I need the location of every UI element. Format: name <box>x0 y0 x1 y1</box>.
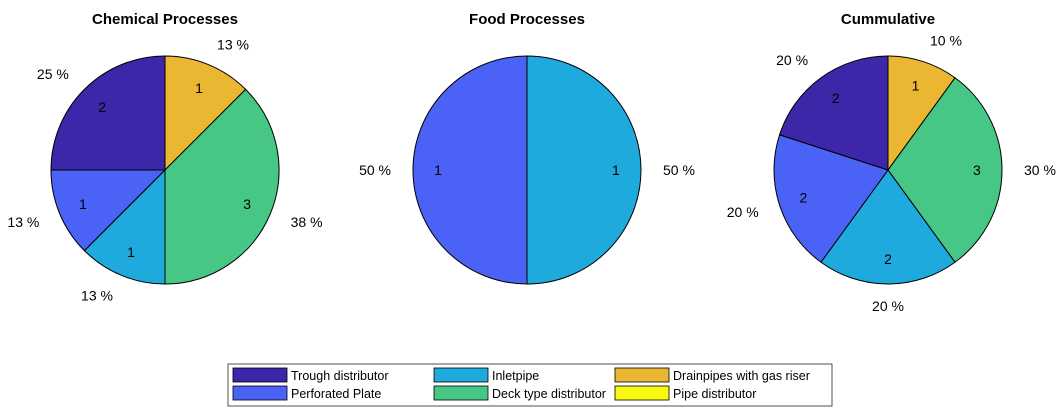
pie-slice-perforated-plate <box>50 169 167 252</box>
slice-count-label: 1 <box>79 196 87 212</box>
slice-percent-label: 20 % <box>872 298 904 314</box>
pie-slice-trough-distributor <box>778 55 889 171</box>
slice-percent-label: 38 % <box>291 214 323 230</box>
legend: Trough distributor Perforated Plate Inletp… <box>227 363 833 407</box>
pie-chemical-processes: Chemical Processes 1 13 % 3 38 % 1 13 % 1 13 % 2… <box>7 11 322 304</box>
chart-title: Cummulative <box>841 11 935 28</box>
pie-slice-drainpipes-with-gas-riser <box>164 55 247 172</box>
slice-count-label: 1 <box>195 80 203 96</box>
slice-percent-label: 30 % <box>1024 162 1056 178</box>
pie-slice-deck-type-distributor <box>164 88 280 285</box>
legend-box <box>227 363 833 407</box>
slice-count-label: 2 <box>800 189 808 205</box>
slice-count-label: 3 <box>243 196 251 212</box>
pie-slice-deck-type-distributor <box>887 77 1003 263</box>
legend-label: Drainpipes with gas riser <box>673 369 810 383</box>
pie-slice-drainpipes-with-gas-riser <box>887 55 956 172</box>
legend-swatch-pipe-distributor <box>614 385 670 401</box>
legend-label: Perforated Plate <box>291 387 381 401</box>
pie-slice-perforated-plate <box>412 55 528 285</box>
slice-percent-label: 20 % <box>727 204 759 220</box>
slice-count-label: 1 <box>612 162 620 178</box>
pie-slice-trough-distributor <box>50 55 166 171</box>
slice-percent-label: 13 % <box>7 214 39 230</box>
legend-label: Trough distributor <box>291 369 389 383</box>
legend-swatch-inletpipe <box>433 367 489 383</box>
legend-label: Deck type distributor <box>492 387 606 401</box>
slice-percent-label: 10 % <box>930 33 962 49</box>
slice-count-label: 2 <box>832 90 840 106</box>
slice-percent-label: 13 % <box>217 36 249 52</box>
slice-count-label: 2 <box>98 99 106 115</box>
legend-swatch-perforated-plate <box>232 385 288 401</box>
slice-count-label: 3 <box>973 162 981 178</box>
legend-swatch-deck-type-distributor <box>433 385 489 401</box>
legend-label: Pipe distributor <box>673 387 756 401</box>
pie-slice-inletpipe <box>526 55 642 285</box>
slice-count-label: 1 <box>434 162 442 178</box>
pie-slice-perforated-plate <box>773 134 889 263</box>
chart-title: Food Processes <box>469 11 585 28</box>
slice-percent-label: 50 % <box>663 162 695 178</box>
slice-count-label: 1 <box>912 77 920 93</box>
pie-slice-inletpipe <box>820 169 956 285</box>
chart-title: Chemical Processes <box>92 11 238 28</box>
legend-swatch-drainpipes-with-gas-riser <box>614 367 670 383</box>
pie-slice-inletpipe <box>83 168 166 285</box>
slice-percent-label: 20 % <box>776 52 808 68</box>
legend-label: Inletpipe <box>492 369 539 383</box>
slice-percent-label: 13 % <box>81 288 113 304</box>
pie-food-processes: Food Processes 1 50 % 1 50 % <box>359 11 695 285</box>
pie-cummulative: Cummulative 1 10 % 3 30 % 2 20 % 2 20 % 2 20 % <box>727 11 1056 314</box>
slice-percent-label: 50 % <box>359 162 391 178</box>
slice-count-label: 2 <box>884 251 892 267</box>
slice-count-label: 1 <box>127 244 135 260</box>
slice-percent-label: 25 % <box>37 66 69 82</box>
legend-swatch-trough-distributor <box>232 367 288 383</box>
